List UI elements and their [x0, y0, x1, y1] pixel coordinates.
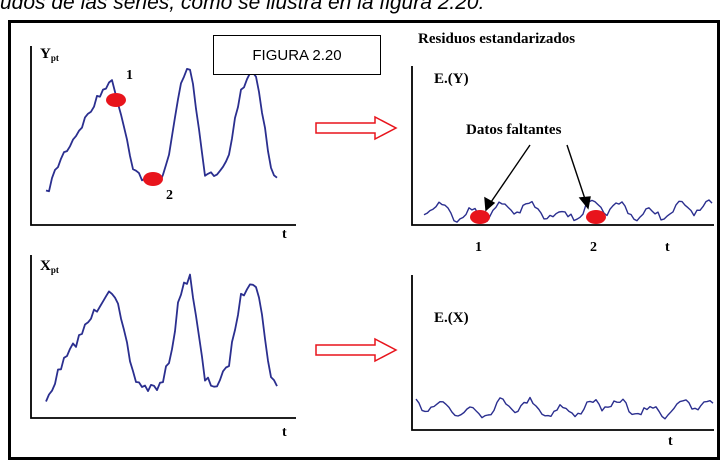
missing-point-2	[143, 172, 163, 186]
axes-residual-y	[411, 66, 714, 226]
missing-data-annotation: Datos faltantes	[466, 122, 562, 138]
figure-label-box: FIGURA 2.20	[213, 35, 381, 75]
x-panel-axis-label: t	[282, 425, 287, 440]
residual-missing-point-2	[586, 210, 606, 224]
y-panel-label: Ypt	[40, 46, 59, 63]
x-panel-sub: pt	[50, 265, 59, 275]
right-title: Residuos estandarizados	[418, 31, 576, 47]
x-panel-label: Xpt	[40, 258, 59, 275]
series-x-line	[45, 273, 278, 402]
residual-y-tick-2: 2	[590, 240, 597, 255]
residual-x-line	[415, 396, 714, 420]
residual-y-line	[423, 199, 713, 223]
y-point-1-label: 1	[126, 68, 133, 83]
y-point-2-label: 2	[166, 188, 173, 203]
missing-point-1	[106, 93, 126, 107]
transform-arrow-bottom	[315, 337, 398, 363]
caption-text: udos de las series, como se ilustra en l…	[0, 0, 485, 14]
residual-x-axis-label: t	[668, 434, 673, 449]
residual-x-label: E.(X)	[434, 310, 469, 326]
axes-x-panel	[30, 255, 296, 419]
series-y-line	[45, 68, 278, 193]
residual-y-label: E.(Y)	[434, 71, 469, 87]
x-panel-var: X	[40, 258, 51, 274]
residual-missing-point-1	[470, 210, 490, 224]
axes-y-panel	[30, 46, 296, 226]
transform-arrow-top	[315, 115, 398, 141]
residual-y-tick-1: 1	[475, 240, 482, 255]
residual-y-axis-label: t	[665, 240, 670, 255]
annotation-arrows	[484, 144, 591, 212]
y-panel-axis-label: t	[282, 227, 287, 242]
y-panel-sub: pt	[50, 53, 59, 63]
transform-arrows	[315, 115, 398, 363]
axes-residual-x	[411, 275, 714, 431]
y-panel-var: Y	[40, 46, 51, 62]
